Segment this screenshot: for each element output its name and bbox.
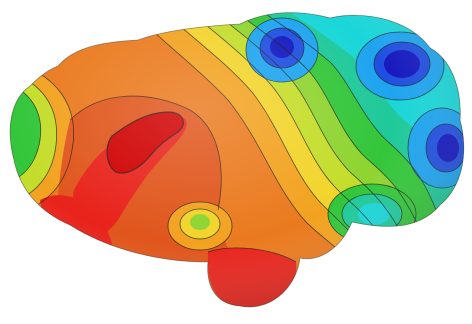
surface-outline — [9, 12, 465, 308]
